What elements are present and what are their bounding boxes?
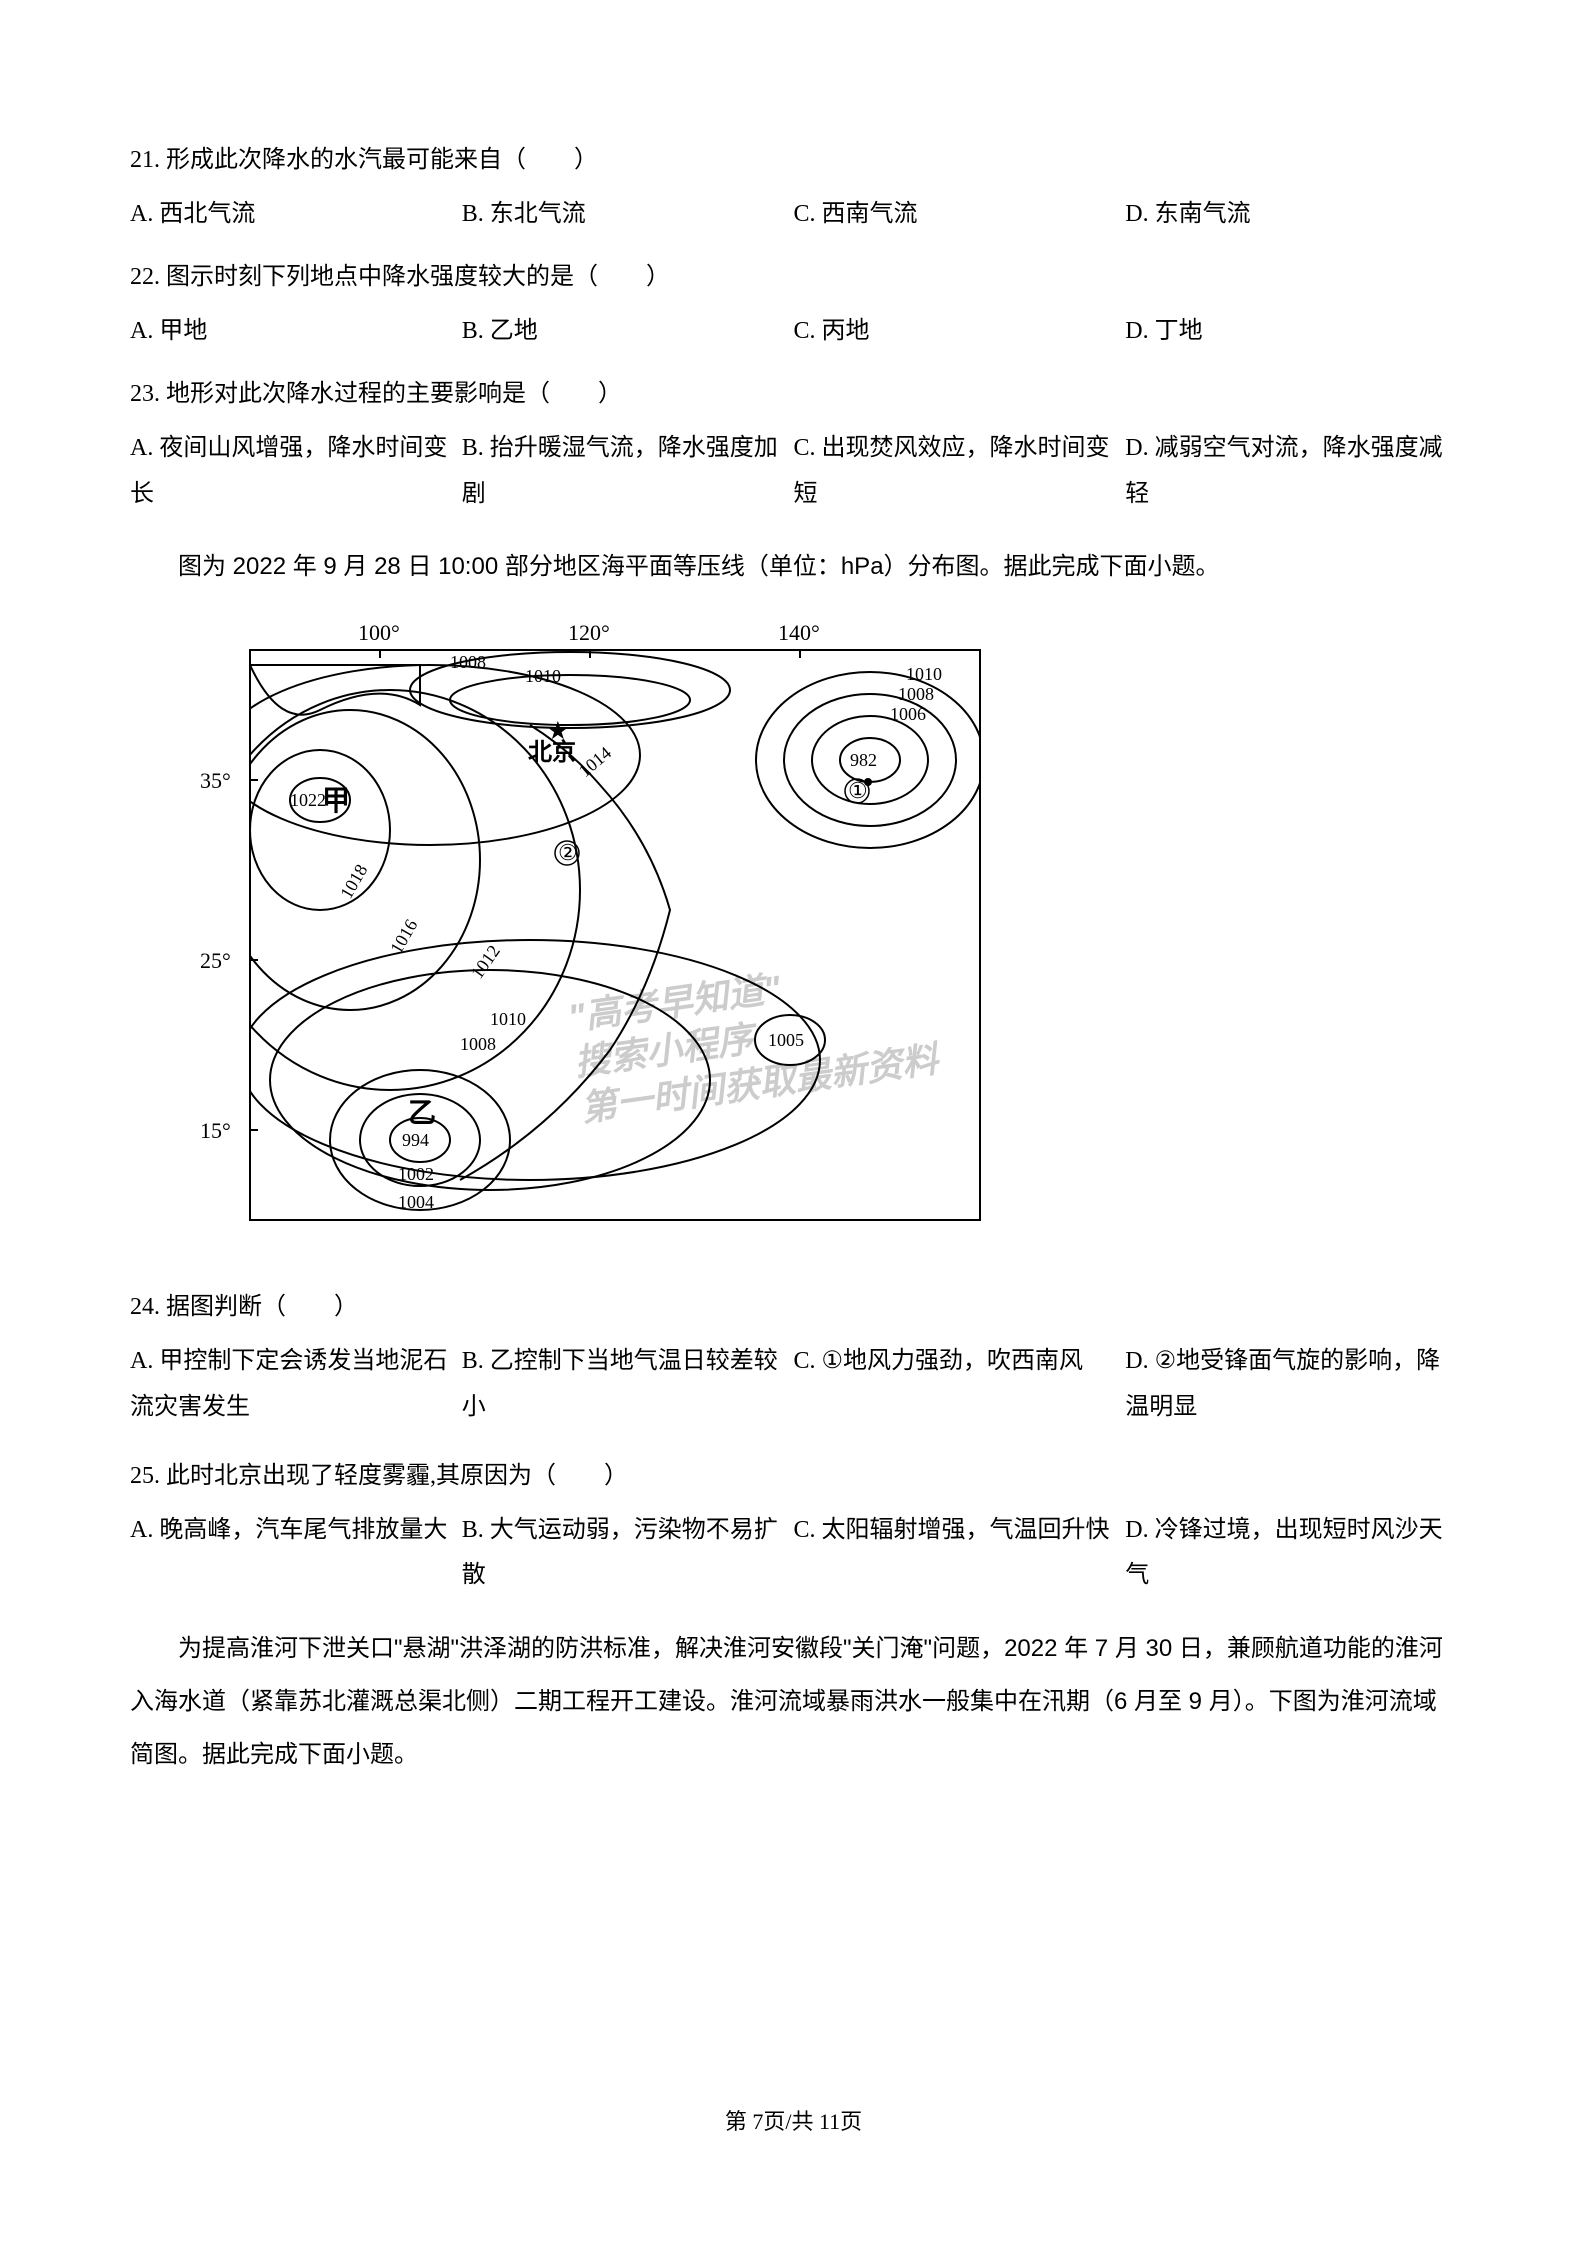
svg-text:1005: 1005 [768, 1030, 804, 1050]
svg-text:100°: 100° [358, 620, 400, 645]
svg-text:★: ★ [548, 718, 568, 743]
q22-choice-c: C. 丙地 [794, 309, 1126, 355]
q21-choice-b: B. 东北气流 [462, 192, 794, 238]
svg-text:25°: 25° [200, 948, 231, 973]
svg-text:1008: 1008 [450, 652, 486, 672]
q25-choice-c: C. 太阳辐射增强，气温回升快 [794, 1508, 1126, 1599]
q22-choices: A. 甲地 B. 乙地 C. 丙地 D. 丁地 [130, 309, 1457, 355]
map-svg: "高考早知道"搜索小程序第一时间获取最新资料982100610081010102… [150, 610, 1020, 1250]
page-footer: 第 7页/共 11页 [130, 2101, 1457, 2143]
isobar-map: "高考早知道"搜索小程序第一时间获取最新资料982100610081010102… [150, 610, 1020, 1261]
q22-choice-a: A. 甲地 [130, 309, 462, 355]
svg-text:1010: 1010 [906, 664, 942, 684]
svg-text:1010: 1010 [490, 1009, 526, 1029]
q24-choice-d: D. ②地受锋面气旋的影响，降温明显 [1125, 1339, 1457, 1430]
svg-text:1010: 1010 [525, 666, 561, 686]
q23-stem: 23. 地形对此次降水过程的主要影响是（ ） [130, 372, 1457, 418]
q24-choice-b: B. 乙控制下当地气温日较差较小 [462, 1339, 794, 1430]
q24-choice-a: A. 甲控制下定会诱发当地泥石流灾害发生 [130, 1339, 462, 1430]
svg-text:乙: 乙 [408, 1097, 436, 1128]
q24-choices: A. 甲控制下定会诱发当地泥石流灾害发生 B. 乙控制下当地气温日较差较小 C.… [130, 1339, 1457, 1436]
q21-choice-d: D. 东南气流 [1125, 192, 1457, 238]
q25-choice-d: D. 冷锋过境，出现短时风沙天气 [1125, 1508, 1457, 1599]
q25-choices: A. 晚高峰，汽车尾气排放量大 B. 大气运动弱，污染物不易扩散 C. 太阳辐射… [130, 1508, 1457, 1605]
q22-choice-b: B. 乙地 [462, 309, 794, 355]
q25-choice-a: A. 晚高峰，汽车尾气排放量大 [130, 1508, 462, 1599]
svg-text:1004: 1004 [398, 1192, 434, 1212]
q25-choice-b: B. 大气运动弱，污染物不易扩散 [462, 1508, 794, 1599]
intro-huaihe: 为提高淮河下泄关口"悬湖"洪泽湖的防洪标准，解决淮河安徽段"关门淹"问题，202… [130, 1623, 1457, 1781]
svg-text:120°: 120° [568, 620, 610, 645]
q23-choice-d: D. 减弱空气对流，降水强度减轻 [1125, 426, 1457, 517]
q23-choice-a: A. 夜间山风增强，降水时间变长 [130, 426, 462, 517]
q22-stem: 22. 图示时刻下列地点中降水强度较大的是（ ） [130, 255, 1457, 301]
svg-text:994: 994 [402, 1130, 429, 1150]
svg-text:982: 982 [850, 750, 877, 770]
q23-choices: A. 夜间山风增强，降水时间变长 B. 抬升暖湿气流，降水强度加剧 C. 出现焚… [130, 426, 1457, 523]
q24-stem: 24. 据图判断（ ） [130, 1285, 1457, 1331]
q21-choice-a: A. 西北气流 [130, 192, 462, 238]
q22-choice-d: D. 丁地 [1125, 309, 1457, 355]
q23-choice-c: C. 出现焚风效应，降水时间变短 [794, 426, 1126, 517]
q23-choice-b: B. 抬升暖湿气流，降水强度加剧 [462, 426, 794, 517]
svg-text:35°: 35° [200, 768, 231, 793]
intro-map: 图为 2022 年 9 月 28 日 10:00 部分地区海平面等压线（单位：h… [130, 541, 1457, 594]
svg-text:甲: 甲 [322, 785, 350, 816]
svg-text:1022: 1022 [290, 790, 326, 810]
q21-choice-c: C. 西南气流 [794, 192, 1126, 238]
svg-text:140°: 140° [778, 620, 820, 645]
q21-choices: A. 西北气流 B. 东北气流 C. 西南气流 D. 东南气流 [130, 192, 1457, 238]
svg-text:15°: 15° [200, 1118, 231, 1143]
q25-stem: 25. 此时北京出现了轻度雾霾,其原因为（ ） [130, 1454, 1457, 1500]
q21-stem: 21. 形成此次降水的水汽最可能来自（ ） [130, 138, 1457, 184]
q24-choice-c: C. ①地风力强劲，吹西南风 [794, 1339, 1126, 1430]
svg-text:1008: 1008 [460, 1034, 496, 1054]
svg-text:1008: 1008 [898, 684, 934, 704]
